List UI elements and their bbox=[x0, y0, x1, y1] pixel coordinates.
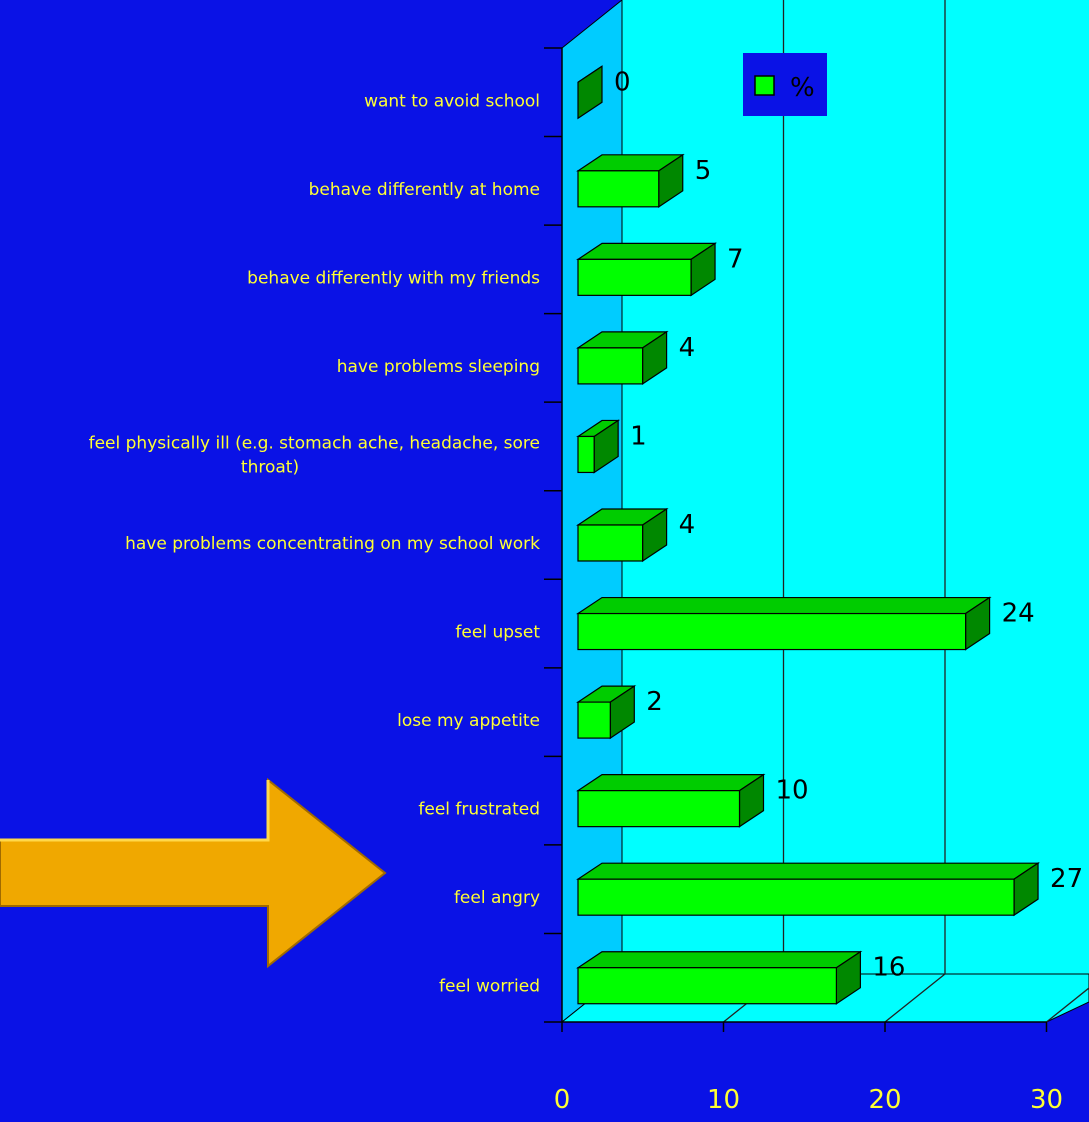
category-label: behave differently at home bbox=[309, 180, 540, 200]
data-label: 1 bbox=[630, 421, 647, 451]
bar-front-face bbox=[577, 790, 741, 828]
category-label: behave differently with my friends bbox=[247, 268, 540, 288]
floor-gridline bbox=[884, 973, 946, 1023]
bar-front-face bbox=[577, 258, 692, 296]
data-label: 16 bbox=[872, 953, 905, 983]
arrow-highlight bbox=[0, 780, 270, 842]
category-label: want to avoid school bbox=[364, 91, 540, 111]
category-label: have problems concentrating on my school… bbox=[125, 534, 540, 554]
category-labels-group: want to avoid school behave differently a… bbox=[89, 91, 541, 996]
arrow-shape bbox=[0, 777, 387, 969]
floor-gridline bbox=[1046, 987, 1089, 1023]
gridlines bbox=[723, 0, 1089, 1023]
data-label: 4 bbox=[679, 510, 696, 540]
bar-front-face bbox=[577, 967, 837, 1005]
bar bbox=[576, 950, 863, 1005]
data-label: 0 bbox=[614, 67, 631, 97]
category-label: feel angry bbox=[454, 888, 540, 908]
bar bbox=[576, 507, 669, 563]
bar bbox=[576, 153, 685, 208]
category-label: feel worried bbox=[439, 977, 540, 997]
category-label: have problems sleeping bbox=[337, 357, 540, 377]
bar bbox=[577, 65, 603, 120]
bar-top-face bbox=[576, 862, 1041, 880]
data-label: 2 bbox=[646, 687, 663, 717]
bars-group bbox=[576, 65, 1041, 1005]
data-label: 10 bbox=[776, 776, 809, 806]
x-tick-label: 0 bbox=[554, 1085, 571, 1115]
data-label: 5 bbox=[695, 156, 712, 186]
category-label: lose my appetite bbox=[397, 711, 540, 731]
data-label: 24 bbox=[1002, 599, 1035, 629]
bar-top-face bbox=[576, 951, 863, 969]
bar bbox=[576, 596, 992, 651]
data-label: 7 bbox=[727, 244, 744, 274]
bar-front-face bbox=[577, 347, 644, 385]
bar-front-face bbox=[577, 701, 611, 739]
bar bbox=[576, 773, 766, 828]
bar-top-face bbox=[576, 596, 992, 615]
x-tick-label: 10 bbox=[707, 1085, 740, 1115]
bar-side-face bbox=[577, 65, 603, 120]
bar-front-face bbox=[577, 435, 595, 474]
legend: % bbox=[743, 53, 827, 116]
bar bbox=[576, 862, 1041, 917]
category-label: feel upset bbox=[455, 623, 540, 643]
category-label: feel physically ill (e.g. stomach ache, … bbox=[89, 433, 540, 453]
bar bbox=[576, 330, 669, 386]
bar bbox=[576, 684, 637, 740]
bar-front-face bbox=[577, 170, 660, 208]
bar bbox=[576, 242, 718, 297]
bar-top-face bbox=[576, 774, 766, 792]
arrow-icon bbox=[0, 777, 387, 969]
legend-swatch bbox=[754, 75, 775, 96]
data-label: 4 bbox=[679, 333, 696, 363]
bar-front-face bbox=[577, 878, 1015, 916]
axes-group: 0 10 20 30 bbox=[544, 47, 1063, 1115]
data-label: 27 bbox=[1050, 864, 1083, 894]
legend-label: % bbox=[790, 73, 815, 103]
back-wall bbox=[622, 0, 1089, 974]
bar-front-face bbox=[577, 524, 644, 562]
bar bbox=[576, 419, 621, 474]
bar-front-face bbox=[577, 612, 967, 651]
category-label: feel frustrated bbox=[418, 800, 540, 820]
x-tick-label: 30 bbox=[1030, 1085, 1063, 1115]
x-tick-label: 20 bbox=[868, 1085, 901, 1115]
category-label: throat) bbox=[241, 457, 299, 477]
